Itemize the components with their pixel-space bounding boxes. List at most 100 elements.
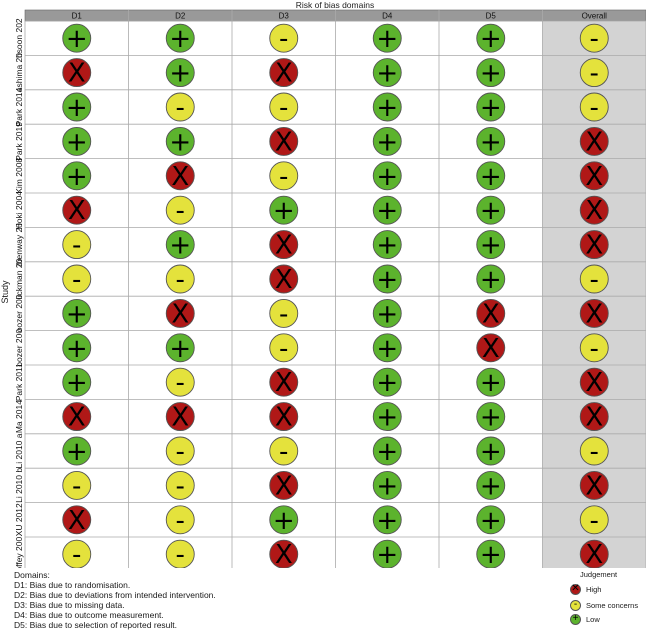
judgement-mark-low: + bbox=[373, 403, 401, 433]
svg-text:X: X bbox=[585, 127, 603, 157]
svg-text:+: + bbox=[169, 231, 191, 261]
judgement-mark-low: + bbox=[373, 437, 401, 467]
svg-text:X: X bbox=[68, 59, 86, 89]
svg-text:-: - bbox=[176, 265, 185, 295]
judgement-mark-high: X bbox=[270, 231, 298, 261]
svg-text:+: + bbox=[169, 127, 191, 157]
legend-item-high: ✕ High bbox=[570, 582, 601, 596]
judgement-mark-low: + bbox=[477, 265, 505, 295]
svg-text:+: + bbox=[66, 334, 88, 364]
svg-text:+: + bbox=[480, 93, 502, 123]
svg-text:+: + bbox=[66, 299, 88, 329]
high-icon: ✕ bbox=[570, 584, 581, 595]
svg-text:X: X bbox=[275, 127, 293, 157]
judgement-mark-low: + bbox=[373, 368, 401, 398]
svg-text:-: - bbox=[72, 231, 81, 261]
svg-text:X: X bbox=[585, 196, 603, 226]
judgement-mark-low: + bbox=[166, 127, 194, 157]
svg-text:X: X bbox=[585, 471, 603, 501]
svg-text:+: + bbox=[376, 265, 398, 295]
judgement-mark-low: + bbox=[63, 127, 91, 157]
svg-text:+: + bbox=[66, 162, 88, 192]
judgement-mark-high: X bbox=[270, 368, 298, 398]
judgement-mark-low: + bbox=[373, 231, 401, 261]
footer-line: D2: Bias due to deviations from intended… bbox=[14, 590, 216, 600]
svg-text:X: X bbox=[68, 506, 86, 536]
judgement-mark-some: - bbox=[63, 231, 91, 261]
judgement-mark-low: + bbox=[166, 24, 194, 54]
svg-text:-: - bbox=[176, 506, 185, 536]
svg-text:-: - bbox=[279, 334, 288, 364]
study-label: Kim 2008 bbox=[14, 158, 24, 194]
judgement-mark-some: - bbox=[166, 506, 194, 536]
low-icon: + bbox=[570, 614, 581, 625]
study-label: Ma 2014 bbox=[14, 400, 24, 433]
column-header-label: D5 bbox=[486, 12, 497, 21]
judgement-mark-low: + bbox=[63, 162, 91, 192]
svg-text:-: - bbox=[590, 334, 599, 364]
judgement-mark-low: + bbox=[477, 437, 505, 467]
svg-text:-: - bbox=[72, 265, 81, 295]
legend-label-low: Low bbox=[586, 615, 600, 624]
svg-text:+: + bbox=[480, 471, 502, 501]
svg-text:X: X bbox=[482, 334, 500, 364]
svg-text:-: - bbox=[279, 437, 288, 467]
judgement-mark-high: X bbox=[166, 403, 194, 433]
svg-text:+: + bbox=[169, 59, 191, 89]
svg-text:-: - bbox=[590, 59, 599, 89]
svg-text:+: + bbox=[66, 24, 88, 54]
judgement-mark-low: + bbox=[63, 93, 91, 123]
svg-text:X: X bbox=[482, 299, 500, 329]
svg-text:+: + bbox=[376, 403, 398, 433]
svg-text:+: + bbox=[376, 24, 398, 54]
judgement-mark-low: + bbox=[477, 162, 505, 192]
judgement-mark-low: + bbox=[373, 127, 401, 157]
svg-text:-: - bbox=[72, 540, 81, 568]
judgement-mark-low: + bbox=[373, 59, 401, 89]
judgement-mark-low: + bbox=[373, 93, 401, 123]
svg-text:-: - bbox=[590, 265, 599, 295]
svg-text:+: + bbox=[376, 540, 398, 568]
svg-text:+: + bbox=[480, 265, 502, 295]
judgement-mark-low: + bbox=[373, 471, 401, 501]
judgement-mark-low: + bbox=[477, 24, 505, 54]
svg-text:+: + bbox=[376, 437, 398, 467]
judgement-mark-high: X bbox=[270, 540, 298, 568]
svg-text:-: - bbox=[176, 93, 185, 123]
svg-text:-: - bbox=[279, 299, 288, 329]
svg-text:+: + bbox=[376, 368, 398, 398]
judgement-mark-some: - bbox=[270, 334, 298, 364]
svg-text:X: X bbox=[275, 265, 293, 295]
svg-text:X: X bbox=[68, 403, 86, 433]
svg-text:+: + bbox=[480, 437, 502, 467]
legend-title: Judgement bbox=[580, 570, 617, 579]
svg-text:-: - bbox=[72, 471, 81, 501]
footer-line: D5: Bias due to selection of reported re… bbox=[14, 620, 216, 630]
judgement-mark-high: X bbox=[270, 403, 298, 433]
svg-text:-: - bbox=[279, 162, 288, 192]
judgement-mark-high: X bbox=[270, 265, 298, 295]
svg-text:+: + bbox=[376, 506, 398, 536]
svg-text:+: + bbox=[376, 59, 398, 89]
svg-text:+: + bbox=[273, 196, 295, 226]
judgement-mark-some: - bbox=[270, 24, 298, 54]
legend-item-some: - Some concerns bbox=[570, 598, 638, 612]
svg-text:+: + bbox=[480, 59, 502, 89]
judgement-mark-some: - bbox=[166, 93, 194, 123]
study-label: Li 2010 b bbox=[14, 468, 24, 503]
legend-label-high: High bbox=[586, 585, 601, 594]
svg-text:+: + bbox=[376, 127, 398, 157]
judgement-mark-low: + bbox=[477, 93, 505, 123]
study-label: ashima 20 bbox=[14, 53, 24, 92]
judgement-mark-high: X bbox=[63, 196, 91, 226]
svg-text:+: + bbox=[480, 231, 502, 261]
judgement-mark-low: + bbox=[63, 437, 91, 467]
svg-text:+: + bbox=[66, 368, 88, 398]
judgement-mark-low: + bbox=[63, 334, 91, 364]
judgement-mark-low: + bbox=[477, 368, 505, 398]
judgement-mark-low: + bbox=[373, 506, 401, 536]
judgement-mark-some: - bbox=[270, 437, 298, 467]
svg-text:-: - bbox=[590, 24, 599, 54]
judgement-mark-high: X bbox=[63, 403, 91, 433]
